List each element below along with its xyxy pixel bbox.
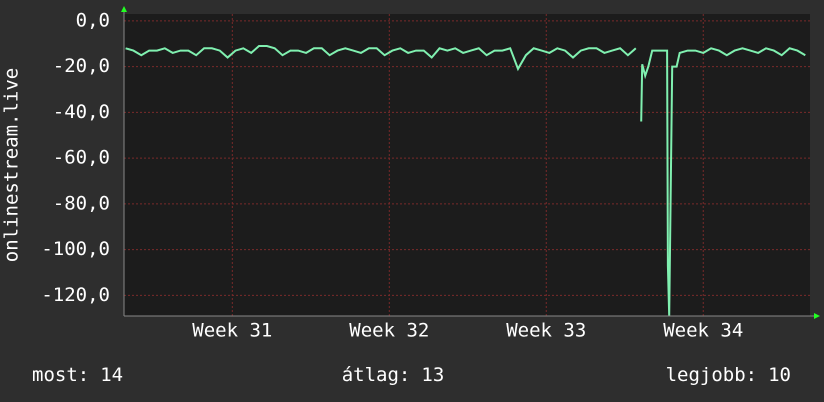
- stat-value: 13: [421, 364, 444, 386]
- x-tick-label: Week 32: [349, 320, 429, 342]
- y-tick-label: 0,0: [76, 9, 110, 31]
- series-line: [640, 47, 806, 317]
- stat-value: 10: [768, 364, 791, 386]
- y-tick-label: -40,0: [53, 101, 110, 123]
- y-arrow: [121, 6, 127, 12]
- x-tick-label: Week 34: [663, 320, 743, 342]
- stat-value: 14: [100, 364, 123, 386]
- y-tick-label: -80,0: [53, 192, 110, 214]
- y-tick-label: -100,0: [41, 238, 110, 260]
- x-tick-label: Week 33: [506, 320, 586, 342]
- x-arrow: [814, 313, 820, 319]
- stat-label: most:: [32, 364, 89, 386]
- stat-label: legjobb:: [666, 364, 758, 386]
- y-axis-label: onlinestream.live: [1, 68, 23, 262]
- plot-area: [124, 14, 810, 316]
- stat-label: átlag:: [342, 364, 411, 386]
- stat: legjobb: 10: [666, 364, 791, 386]
- labels: 0,0 -20,0 -40,0 -60,0 -80,0 -100,0 -120,0 Week …: [32, 9, 791, 385]
- x-tick-label: Week 31: [192, 320, 272, 342]
- series-line: [125, 45, 637, 72]
- lines: [125, 45, 806, 317]
- y-tick-label: -20,0: [53, 55, 110, 77]
- stat: átlag: 13: [342, 364, 445, 386]
- y-tick-label: -120,0: [41, 284, 110, 306]
- stat: most: 14: [32, 364, 123, 386]
- y-tick-label: -60,0: [53, 147, 110, 169]
